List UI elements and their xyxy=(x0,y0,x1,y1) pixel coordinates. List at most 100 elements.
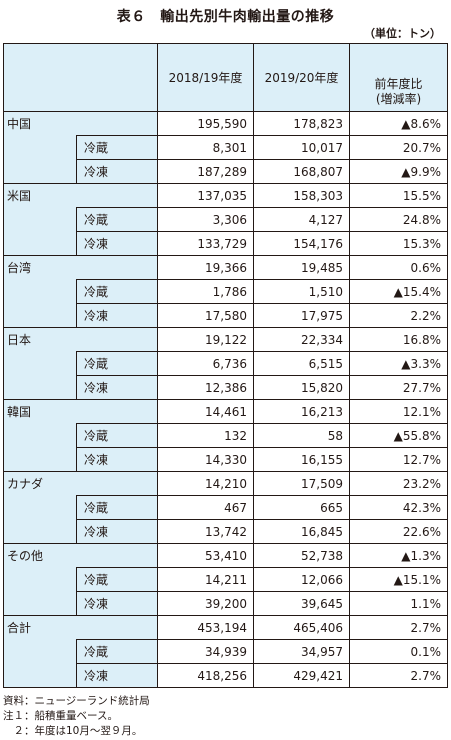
frozen-label: 冷凍 xyxy=(76,663,158,688)
country-row-blank xyxy=(76,255,158,280)
value-2018-19: 137,035 xyxy=(157,183,254,208)
table-row-sub: 冷凍 133,729 154,176 15.3% xyxy=(3,231,448,256)
value-2018-19: 17,580 xyxy=(157,303,254,328)
value-change-rate: ▲8.6% xyxy=(349,111,448,136)
country-cell-blank xyxy=(3,351,77,376)
value-2019-20: 4,127 xyxy=(253,207,350,232)
country-cell-blank xyxy=(3,135,77,160)
country-name: 日本 xyxy=(3,327,77,352)
export-volume-table: 2018/19年度 2019/20年度 前年度比 (増減率) 中国 195,590… xyxy=(3,43,448,688)
country-cell-blank xyxy=(3,303,77,328)
chilled-label: 冷蔵 xyxy=(76,135,158,160)
value-change-rate: 0.6% xyxy=(349,255,448,280)
country-row-blank xyxy=(76,399,158,424)
value-2018-19: 453,194 xyxy=(157,615,254,640)
chilled-label: 冷蔵 xyxy=(76,567,158,592)
chilled-label: 冷蔵 xyxy=(76,279,158,304)
table-row-sub: 冷凍 187,289 168,807 ▲9.9% xyxy=(3,159,448,184)
value-2019-20: 465,406 xyxy=(253,615,350,640)
table-row-total: カナダ 14,210 17,509 23.2% xyxy=(3,471,448,496)
value-change-rate: 2.7% xyxy=(349,615,448,640)
country-row-blank xyxy=(76,327,158,352)
footnote-source: 資料：ニュージーランド統計局 xyxy=(3,695,150,707)
chilled-label: 冷蔵 xyxy=(76,639,158,664)
value-2018-19: 195,590 xyxy=(157,111,254,136)
chilled-label: 冷蔵 xyxy=(76,351,158,376)
value-2019-20: 12,066 xyxy=(253,567,350,592)
value-2018-19: 34,939 xyxy=(157,639,254,664)
header-2019-20: 2019/20年度 xyxy=(253,43,350,112)
value-change-rate: ▲15.4% xyxy=(349,279,448,304)
country-cell-blank xyxy=(3,207,77,232)
frozen-label: 冷凍 xyxy=(76,159,158,184)
country-cell-blank xyxy=(3,447,77,472)
table-row-total: 中国 195,590 178,823 ▲8.6% xyxy=(3,111,448,136)
value-2019-20: 34,957 xyxy=(253,639,350,664)
value-change-rate: ▲1.3% xyxy=(349,543,448,568)
country-cell-blank xyxy=(3,423,77,448)
value-2019-20: 665 xyxy=(253,495,350,520)
table-row-sub: 冷凍 39,200 39,645 1.1% xyxy=(3,591,448,616)
table-row-sub: 冷蔵 14,211 12,066 ▲15.1% xyxy=(3,567,448,592)
country-row-blank xyxy=(76,183,158,208)
table-row-total: 米国 137,035 158,303 15.5% xyxy=(3,183,448,208)
frozen-label: 冷凍 xyxy=(76,447,158,472)
table-row-sub: 冷凍 13,742 16,845 22.6% xyxy=(3,519,448,544)
country-row-blank xyxy=(76,471,158,496)
value-2019-20: 19,485 xyxy=(253,255,350,280)
header-change-rate-line1: 前年度比 xyxy=(374,77,423,91)
country-cell-blank xyxy=(3,375,77,400)
value-change-rate: ▲15.1% xyxy=(349,567,448,592)
country-name: 韓国 xyxy=(3,399,77,424)
country-cell-blank xyxy=(3,663,77,688)
country-cell-blank xyxy=(3,231,77,256)
frozen-label: 冷凍 xyxy=(76,519,158,544)
value-change-rate: 27.7% xyxy=(349,375,448,400)
value-change-rate: 2.7% xyxy=(349,663,448,688)
value-2018-19: 3,306 xyxy=(157,207,254,232)
value-2018-19: 14,211 xyxy=(157,567,254,592)
country-name: 米国 xyxy=(3,183,77,208)
header-change-rate: 前年度比 (増減率) xyxy=(349,43,448,112)
value-change-rate: 16.8% xyxy=(349,327,448,352)
value-2018-19: 14,330 xyxy=(157,447,254,472)
frozen-label: 冷凍 xyxy=(76,231,158,256)
country-row-blank xyxy=(76,615,158,640)
country-cell-blank xyxy=(3,519,77,544)
table-row-sub: 冷凍 14,330 16,155 12.7% xyxy=(3,447,448,472)
value-2018-19: 12,386 xyxy=(157,375,254,400)
value-2018-19: 133,729 xyxy=(157,231,254,256)
table-row-sub: 冷蔵 3,306 4,127 24.8% xyxy=(3,207,448,232)
value-change-rate: 15.5% xyxy=(349,183,448,208)
value-2018-19: 14,461 xyxy=(157,399,254,424)
value-2019-20: 22,334 xyxy=(253,327,350,352)
value-2019-20: 429,421 xyxy=(253,663,350,688)
country-name: 中国 xyxy=(3,111,77,136)
chilled-label: 冷蔵 xyxy=(76,423,158,448)
value-change-rate: 1.1% xyxy=(349,591,448,616)
value-2019-20: 158,303 xyxy=(253,183,350,208)
table-row-sub: 冷蔵 8,301 10,017 20.7% xyxy=(3,135,448,160)
value-2018-19: 6,736 xyxy=(157,351,254,376)
value-change-rate: 15.3% xyxy=(349,231,448,256)
value-2018-19: 53,410 xyxy=(157,543,254,568)
value-change-rate: 24.8% xyxy=(349,207,448,232)
table-row-sub: 冷蔵 1,786 1,510 ▲15.4% xyxy=(3,279,448,304)
table-title: 表６ 輸出先別牛肉輸出量の推移 xyxy=(116,9,335,25)
table-row-total: 韓国 14,461 16,213 12.1% xyxy=(3,399,448,424)
table-row-total: その他 53,410 52,738 ▲1.3% xyxy=(3,543,448,568)
value-change-rate: 20.7% xyxy=(349,135,448,160)
value-2019-20: 15,820 xyxy=(253,375,350,400)
value-2019-20: 154,176 xyxy=(253,231,350,256)
table-row-sub: 冷蔵 34,939 34,957 0.1% xyxy=(3,639,448,664)
chilled-label: 冷蔵 xyxy=(76,207,158,232)
table-row-sub: 冷凍 418,256 429,421 2.7% xyxy=(3,663,448,688)
value-change-rate: ▲55.8% xyxy=(349,423,448,448)
value-change-rate: 12.1% xyxy=(349,399,448,424)
value-change-rate: ▲9.9% xyxy=(349,159,448,184)
value-change-rate: ▲3.3% xyxy=(349,351,448,376)
country-cell-blank xyxy=(3,639,77,664)
value-2018-19: 19,366 xyxy=(157,255,254,280)
value-2019-20: 1,510 xyxy=(253,279,350,304)
value-2019-20: 17,975 xyxy=(253,303,350,328)
